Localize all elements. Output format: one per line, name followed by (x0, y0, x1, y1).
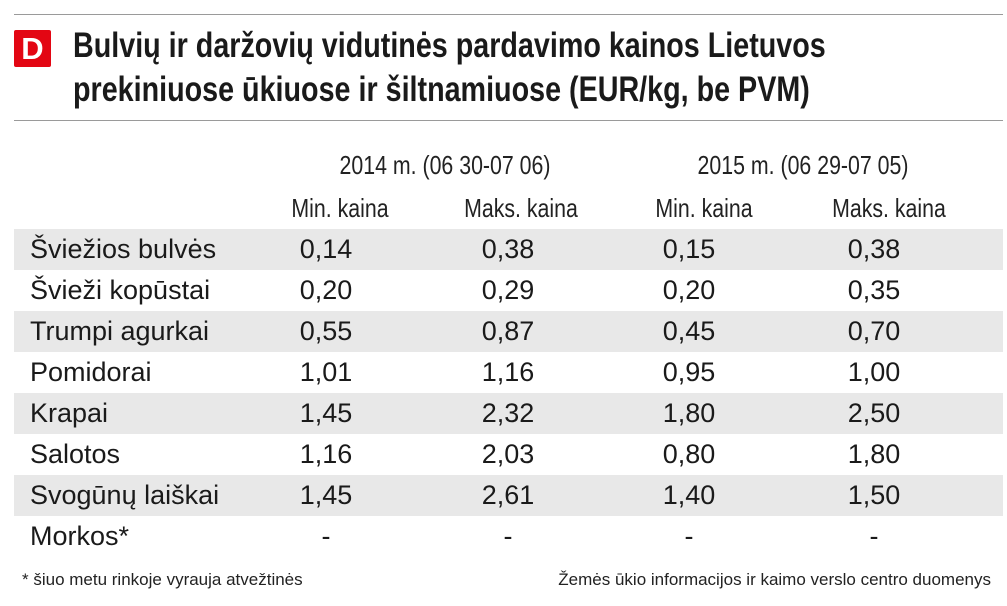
row-label: Morkos* (30, 521, 130, 551)
table-row: Krapai 1,45 2,32 1,80 2,50 (14, 393, 1003, 434)
source-note: Žemės ūkio informacijos ir kaimo verslo … (558, 570, 991, 589)
price-cell: 1,50 (847, 480, 901, 510)
top-divider (14, 14, 1003, 15)
price-cell: 2,32 (481, 398, 535, 428)
price-cell: 0,38 (481, 234, 535, 264)
footnote-imported: * šiuo metu rinkoje vyrauja atvežtinės (22, 570, 303, 589)
table-row: Salotos 1,16 2,03 0,80 1,80 (14, 434, 1003, 475)
price-cell: 0,87 (481, 316, 535, 346)
price-cell: 0,20 (299, 275, 353, 305)
logo-d-icon: D (14, 30, 51, 67)
title-line-1: Bulvių ir daržovių vidutinės pardavimo k… (73, 26, 826, 65)
price-cell: - (684, 521, 694, 551)
period-header-2014: 2014 m. (06 30-07 06) (339, 150, 551, 180)
price-cell: - (503, 521, 513, 551)
row-label: Svogūnų laiškai (30, 480, 220, 510)
table-row: Morkos* - - - - (14, 516, 1003, 557)
page-title: Bulvių ir daržovių vidutinės pardavimo k… (73, 24, 827, 112)
period-header-2015: 2015 m. (06 29-07 05) (697, 150, 909, 180)
column-header-max-2014: Maks. kaina (464, 193, 578, 223)
price-cell: 0,95 (662, 357, 716, 387)
price-cell: 0,15 (662, 234, 716, 264)
row-label: Krapai (30, 398, 109, 428)
column-header-min-2015: Min. kaina (655, 193, 753, 223)
price-cell: 0,38 (847, 234, 901, 264)
price-cell: 2,61 (481, 480, 535, 510)
price-cell: 1,16 (299, 439, 353, 469)
price-cell: 0,45 (662, 316, 716, 346)
title-line-2: prekiniuose ūkiuose ir šiltnamiuose (EUR… (73, 70, 810, 109)
table-row: Trumpi agurkai 0,55 0,87 0,45 0,70 (14, 311, 1003, 352)
column-header-min-2014: Min. kaina (291, 193, 389, 223)
price-cell: 1,45 (299, 398, 353, 428)
price-cell: 0,14 (299, 234, 353, 264)
row-label: Šviežios bulvės (30, 234, 217, 264)
price-cell: 1,01 (299, 357, 353, 387)
price-cell: 1,80 (662, 398, 716, 428)
row-label: Trumpi agurkai (30, 316, 210, 346)
price-cell: 0,70 (847, 316, 901, 346)
row-label: Pomidorai (30, 357, 152, 387)
price-cell: 1,80 (847, 439, 901, 469)
price-cell: 1,45 (299, 480, 353, 510)
price-cell: - (321, 521, 331, 551)
price-cell: 1,00 (847, 357, 901, 387)
price-cell: 2,50 (847, 398, 901, 428)
table-row: Šviežios bulvės 0,14 0,38 0,15 0,38 (14, 229, 1003, 270)
price-cell: 0,35 (847, 275, 901, 305)
price-cell: 0,20 (662, 275, 716, 305)
price-cell: 0,29 (481, 275, 535, 305)
price-cell: 1,40 (662, 480, 716, 510)
table-row: Pomidorai 1,01 1,16 0,95 1,00 (14, 352, 1003, 393)
price-cell: 2,03 (481, 439, 535, 469)
table-row: Švieži kopūstai 0,20 0,29 0,20 0,35 (14, 270, 1003, 311)
price-cell: 0,80 (662, 439, 716, 469)
column-header-max-2015: Maks. kaina (832, 193, 946, 223)
row-label: Salotos (30, 439, 121, 469)
row-label: Švieži kopūstai (30, 275, 211, 305)
price-cell: - (869, 521, 879, 551)
table-row: Svogūnų laiškai 1,45 2,61 1,40 1,50 (14, 475, 1003, 516)
price-cell: 1,16 (481, 357, 535, 387)
price-cell: 0,55 (299, 316, 353, 346)
title-divider (14, 120, 1003, 121)
